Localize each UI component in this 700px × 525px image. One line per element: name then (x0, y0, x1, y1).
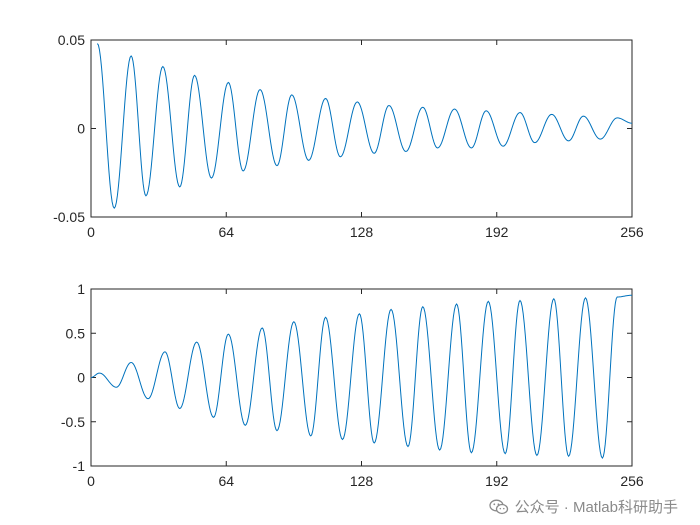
x-tick-label: 0 (87, 224, 95, 240)
x-tick-label: 256 (620, 224, 644, 240)
x-tick-label: 0 (87, 473, 95, 489)
y-tick-label: -0.05 (53, 209, 85, 225)
watermark: 公众号 · Matlab科研助手 (488, 496, 678, 517)
axes-box-top (90, 39, 633, 218)
x-tick-label: 192 (485, 473, 509, 489)
y-tick-label: 0 (77, 370, 85, 386)
x-ticks-top: 0 64 128 192 256 (87, 40, 644, 240)
x-tick-label: 192 (485, 224, 509, 240)
y-tick-label: 0.5 (66, 325, 86, 341)
wechat-icon (488, 499, 508, 514)
y-ticks-bottom: -1 -0.5 0 0.5 1 (61, 281, 632, 474)
y-tick-label: 1 (77, 281, 85, 297)
watermark-text: 公众号 · Matlab科研助手 (514, 499, 678, 516)
y-tick-label: -0.5 (61, 414, 85, 430)
y-ticks-top: -0.05 0 0.05 (53, 32, 632, 225)
x-tick-label: 256 (620, 473, 644, 489)
x-tick-label: 128 (350, 224, 374, 240)
y-tick-label: 0.05 (58, 32, 85, 48)
y-tick-label: -1 (73, 458, 86, 474)
signal-line-top (96, 43, 633, 210)
x-tick-label: 64 (218, 224, 234, 240)
signal-line-bottom (90, 294, 633, 459)
x-tick-label: 64 (218, 473, 234, 489)
chart-bottom: 0 64 128 192 256 -1 -0.5 0 0.5 1 (61, 281, 644, 489)
x-ticks-bottom: 0 64 128 192 256 (87, 289, 644, 489)
x-tick-label: 128 (350, 473, 374, 489)
y-tick-label: 0 (77, 121, 85, 137)
